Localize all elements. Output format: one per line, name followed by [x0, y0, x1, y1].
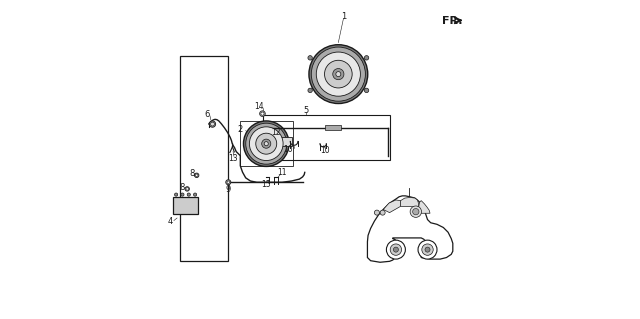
Circle shape [425, 247, 430, 252]
Circle shape [413, 209, 419, 215]
Circle shape [311, 47, 365, 101]
Text: 4: 4 [168, 217, 173, 226]
Polygon shape [173, 197, 198, 214]
Polygon shape [276, 137, 292, 146]
Circle shape [246, 123, 287, 164]
Polygon shape [367, 196, 453, 262]
Circle shape [175, 193, 178, 196]
Polygon shape [419, 201, 430, 213]
Circle shape [418, 240, 437, 259]
Circle shape [264, 142, 268, 146]
Circle shape [422, 244, 433, 255]
Circle shape [380, 210, 385, 215]
Circle shape [186, 188, 188, 190]
Circle shape [410, 206, 422, 217]
Text: 9: 9 [225, 185, 230, 194]
Polygon shape [383, 200, 401, 213]
Text: 6: 6 [204, 110, 210, 119]
Circle shape [364, 56, 369, 60]
Circle shape [387, 240, 405, 259]
Circle shape [181, 193, 184, 196]
Circle shape [308, 88, 312, 93]
Text: 10: 10 [283, 145, 292, 154]
Circle shape [209, 121, 216, 127]
Circle shape [308, 56, 312, 60]
Text: 15: 15 [261, 180, 271, 189]
Circle shape [250, 127, 283, 160]
Polygon shape [401, 197, 419, 207]
Circle shape [261, 112, 264, 115]
Text: 12: 12 [271, 128, 281, 137]
Circle shape [256, 133, 276, 154]
Circle shape [226, 180, 231, 185]
Circle shape [316, 52, 360, 96]
Text: 5: 5 [303, 106, 308, 115]
Circle shape [260, 111, 266, 116]
Circle shape [243, 121, 289, 167]
Circle shape [333, 69, 344, 80]
Circle shape [262, 139, 271, 148]
Text: 8: 8 [179, 182, 184, 191]
Circle shape [187, 193, 190, 196]
Text: 13: 13 [228, 154, 238, 163]
Circle shape [336, 72, 341, 77]
Text: 8: 8 [189, 169, 195, 178]
Circle shape [185, 187, 189, 191]
Circle shape [374, 210, 380, 215]
Circle shape [390, 244, 401, 255]
Text: 1: 1 [340, 12, 346, 21]
Circle shape [364, 88, 369, 93]
Text: 11: 11 [277, 168, 287, 177]
Polygon shape [324, 125, 340, 130]
Circle shape [309, 45, 368, 104]
Text: 14: 14 [255, 102, 264, 111]
Circle shape [394, 247, 399, 252]
Circle shape [211, 122, 214, 126]
Text: 2: 2 [237, 125, 243, 134]
Text: FR.: FR. [442, 16, 463, 26]
Circle shape [324, 60, 352, 88]
Circle shape [195, 174, 198, 177]
Circle shape [195, 173, 199, 178]
Circle shape [193, 193, 196, 196]
Circle shape [227, 181, 230, 183]
Text: 10: 10 [320, 145, 330, 154]
